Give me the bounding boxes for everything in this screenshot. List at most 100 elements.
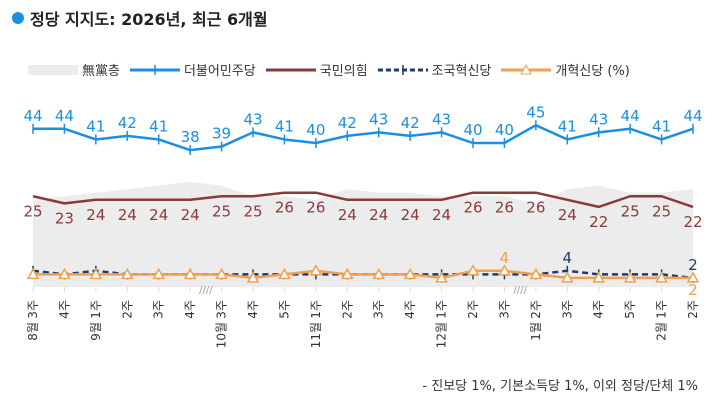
x-tick-label-week: 1주 (655, 300, 669, 319)
data-point (686, 271, 700, 283)
data-point (26, 267, 40, 280)
x-tick-label-month: 9월 (89, 322, 103, 341)
legend-swatch (129, 64, 180, 75)
legend-item: 개혁신당 (%) (501, 60, 630, 79)
data-label: 40 (306, 121, 325, 139)
data-label: 24 (86, 206, 105, 224)
x-tick-label-week: 2주 (529, 300, 543, 319)
x-tick-label-week: 3주 (560, 300, 574, 319)
data-label: 25 (243, 202, 262, 220)
data-point (309, 264, 323, 276)
data-label: 42 (338, 114, 357, 132)
data-label: 43 (432, 110, 451, 128)
legend-swatch (501, 63, 552, 74)
data-label: 44 (683, 107, 702, 125)
title-text: 정당 지지도: 2026년, 최근 6개월 (30, 10, 268, 29)
data-label: 22 (589, 213, 608, 231)
data-point (623, 271, 637, 283)
x-tick-label-week: 5주 (623, 300, 637, 319)
x-tick-label-week: 3주 (152, 300, 166, 319)
data-label: 25 (652, 202, 671, 220)
x-tick-label-week: 3주 (497, 300, 511, 319)
legend-item: 국민의힘 (265, 60, 368, 79)
data-point (498, 264, 511, 276)
data-point (403, 267, 417, 280)
series-line-2 (32, 191, 694, 209)
x-tick-label-week: 2주 (466, 300, 480, 319)
data-point (121, 267, 134, 280)
x-tick-label-week: 3주 (215, 300, 229, 319)
x-tick-label-month: 1월 (529, 322, 543, 341)
data-point (341, 267, 354, 280)
footnote: - 진보당 1%, 기본소득당 1%, 이외 정당/단체 1% (422, 379, 698, 394)
data-label: 25 (621, 202, 640, 220)
data-label: 24 (432, 206, 451, 224)
data-label: 41 (275, 117, 294, 135)
data-point (278, 267, 291, 280)
x-tick-label-week: 1주 (309, 300, 323, 319)
legend: 無黨층 더불어민주당 국민의힘 조국혁신당 개혁신당 (%) (28, 60, 636, 79)
data-label: 24 (369, 206, 388, 224)
chart-title: 정당 지지도: 2026년, 최근 6개월 (12, 6, 268, 30)
data-label: 24 (118, 206, 137, 224)
x-tick-label-week: 1주 (435, 300, 449, 319)
x-tick-label-month: 10월 (215, 322, 229, 348)
data-label: 42 (401, 114, 420, 132)
data-label: 44 (621, 107, 640, 125)
data-label: 23 (55, 209, 74, 227)
x-tick-label-month: 12월 (435, 322, 449, 348)
legend-label: 조국혁신당 (431, 64, 492, 79)
x-tick-label-week: 4주 (183, 300, 197, 319)
data-label: 26 (526, 199, 545, 217)
legend-label: 국민의힘 (319, 64, 368, 79)
data-point (372, 267, 385, 280)
x-tick-label-week: 4주 (246, 300, 260, 319)
data-label: 39 (212, 125, 231, 143)
data-label: 26 (463, 199, 482, 217)
data-label: 26 (275, 199, 294, 217)
data-label: 22 (683, 213, 702, 231)
data-point (215, 267, 228, 280)
area-unaffiliated (33, 182, 693, 287)
data-point (529, 267, 543, 280)
data-point (435, 271, 448, 283)
data-label: 26 (306, 199, 325, 217)
data-point (246, 271, 260, 283)
x-tick-label-week: 4주 (57, 300, 71, 319)
data-label: 44 (23, 107, 42, 125)
data-label: 4 (500, 249, 510, 267)
legend-swatch (265, 68, 316, 71)
legend-swatch (377, 64, 428, 75)
data-label: 40 (495, 121, 514, 139)
data-label: 2 (688, 281, 698, 299)
data-label: 26 (495, 199, 514, 217)
axis-break-mark: //// (513, 285, 527, 296)
data-point (89, 267, 103, 280)
data-label: 4 (563, 249, 573, 267)
x-tick-label-week: 5주 (277, 300, 291, 319)
data-label: 24 (338, 206, 357, 224)
x-tick-label-week: 2주 (686, 300, 700, 319)
data-point (58, 267, 71, 280)
data-label: 24 (558, 206, 577, 224)
data-label: 41 (86, 117, 105, 135)
x-tick-label-week: 4주 (403, 300, 417, 319)
legend-swatch (28, 64, 78, 75)
data-label: 38 (181, 128, 200, 146)
data-label: 43 (369, 110, 388, 128)
legend-label: 더불어민주당 (183, 64, 256, 79)
data-label: 41 (149, 117, 168, 135)
bullet-icon (12, 12, 24, 24)
data-label: 25 (23, 202, 42, 220)
x-tick-label-month: 11월 (309, 322, 323, 348)
data-label: 40 (463, 121, 482, 139)
data-point (466, 264, 480, 276)
x-tick-label-week: 4주 (592, 300, 606, 319)
x-tick-label-week: 1주 (89, 300, 103, 319)
series-line-4 (33, 269, 693, 280)
data-label: 43 (243, 110, 262, 128)
data-label: 24 (149, 206, 168, 224)
data-label: 43 (589, 110, 608, 128)
